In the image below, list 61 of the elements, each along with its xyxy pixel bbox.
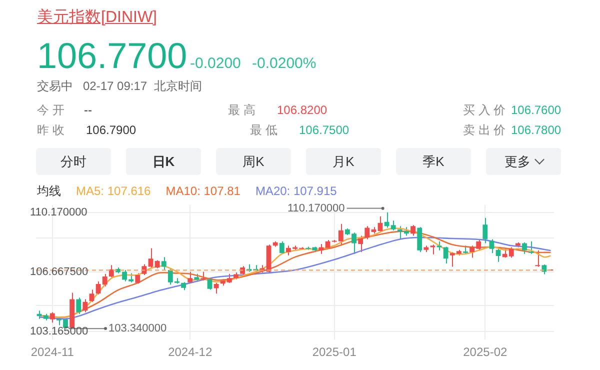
text: 更多 <box>504 152 530 170</box>
candlestick <box>214 282 219 294</box>
text: 月K <box>332 152 354 170</box>
candlestick <box>482 217 488 244</box>
candlestick <box>135 272 140 284</box>
text: 日K <box>152 152 175 170</box>
candlestick <box>89 289 94 302</box>
candlestick <box>108 264 114 278</box>
candlestick <box>358 235 364 253</box>
text: 季K <box>422 152 444 170</box>
y-tick-label: 103.165000 <box>30 326 88 338</box>
x-tick-label: 2025-01 <box>312 345 357 360</box>
text: 交易中 <box>37 79 73 93</box>
y-tick-label: 106.667500 <box>30 266 88 278</box>
candlestick <box>148 248 154 268</box>
text: 106.7900 <box>86 123 136 137</box>
candlestick <box>496 248 501 262</box>
candlestick <box>50 312 55 324</box>
text: -0.0200% <box>252 55 316 72</box>
candlestick <box>489 238 494 254</box>
text: 106.7800 <box>511 123 562 137</box>
text: 106.8200 <box>277 103 328 117</box>
chart-title: 美元指数[DINIW] <box>37 9 157 26</box>
candlestick <box>318 243 324 254</box>
text: 今 开 <box>37 103 64 117</box>
text: 最 高 <box>228 103 256 117</box>
candlestick <box>522 242 527 254</box>
text: 北京时间 <box>154 79 202 93</box>
candlestick <box>417 226 422 253</box>
text: 最 低 <box>250 123 278 137</box>
text: 周K <box>242 152 264 170</box>
legend-title: 均线 <box>37 184 61 198</box>
text: MA5: 107.616 <box>76 184 151 198</box>
x-tick-label: 2025-02 <box>463 345 508 360</box>
candlestick <box>76 297 82 314</box>
x-tick-label: 2024-12 <box>168 345 212 360</box>
text: 买 入 价 <box>463 103 506 117</box>
candlestick <box>82 298 88 313</box>
y-tick-label: 110.170000 <box>30 206 88 218</box>
text: 分时 <box>60 152 86 170</box>
text: -- <box>84 103 92 117</box>
x-tick-label: 2024-11 <box>30 345 74 360</box>
text: 106.7600 <box>511 103 562 117</box>
text: 106.7700 <box>37 35 188 76</box>
text: 昨 收 <box>37 123 64 137</box>
candlestick <box>443 246 448 264</box>
text: MA20: 107.915 <box>255 184 337 198</box>
candlestick <box>535 250 540 268</box>
text: 106.7500 <box>299 123 350 137</box>
candlestick <box>161 256 166 271</box>
text: MA10: 107.81 <box>166 184 240 198</box>
text: 卖 出 价 <box>463 123 506 137</box>
candlestick <box>279 240 284 254</box>
candlestick <box>410 224 416 236</box>
text: 02-17 09:17 <box>83 79 148 93</box>
annotation: 103.340000 <box>108 322 167 335</box>
candlestick <box>436 240 442 251</box>
candlestick <box>430 244 436 255</box>
candlestick <box>528 240 534 254</box>
text: -0.0200 <box>190 55 241 72</box>
annotation: 110.170000 <box>287 202 345 214</box>
